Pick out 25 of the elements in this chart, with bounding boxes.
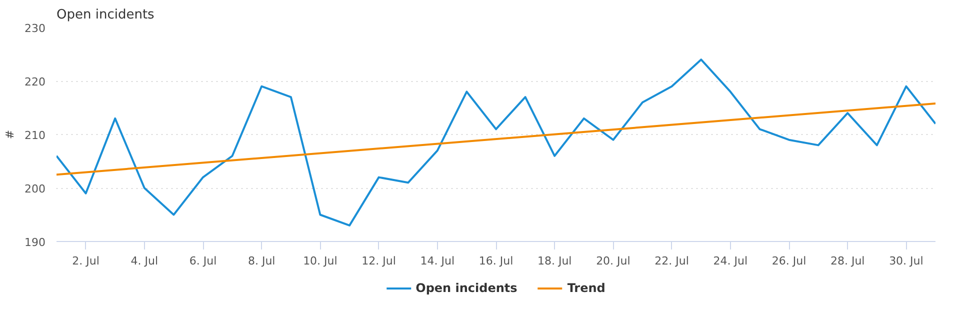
y-tick-label: 200	[24, 182, 46, 196]
legend-label: Trend	[567, 281, 606, 295]
x-tick-label: 26. Jul	[772, 254, 806, 268]
x-tick-label: 30. Jul	[889, 254, 924, 268]
chart-title: Open incidents	[56, 8, 155, 22]
y-tick-label: 210	[24, 129, 46, 142]
x-tick-label: 16. Jul	[478, 254, 514, 268]
x-tick-label: 28. Jul	[830, 254, 865, 268]
x-tick-label: 8. Jul	[248, 254, 276, 268]
y-axis-title: #	[4, 130, 17, 140]
x-tick-label: 14. Jul	[420, 254, 455, 268]
x-tick-label: 10. Jul	[303, 254, 338, 268]
x-tick-label: 2. Jul	[72, 254, 100, 268]
legend-label: Open incidents	[416, 281, 518, 295]
line-series	[56, 58, 936, 226]
x-tick-label: 18. Jul	[537, 254, 572, 268]
x-tick-label: 22. Jul	[654, 254, 689, 268]
x-tick-label: 4. Jul	[130, 254, 158, 268]
x-tick-label: 24. Jul	[713, 254, 748, 268]
x-tick-label: 20. Jul	[596, 254, 630, 268]
y-tick-label: 190	[24, 236, 46, 249]
y-tick-label: 220	[24, 76, 46, 88]
x-tick-label: 12. Jul	[362, 254, 396, 268]
y-tick-label: 230	[24, 22, 46, 35]
x-tick-label: 6. Jul	[189, 254, 217, 268]
